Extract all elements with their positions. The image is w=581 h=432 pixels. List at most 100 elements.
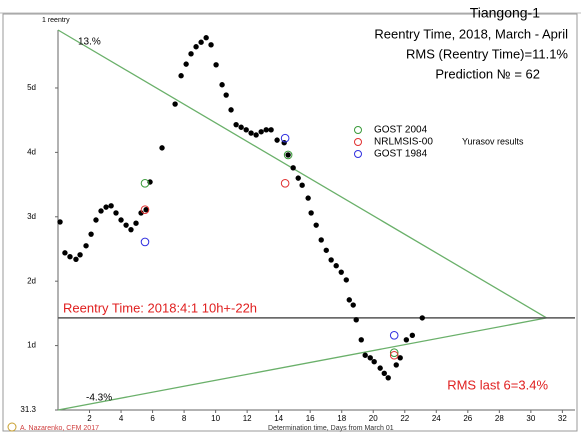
- legend-label: GOST 2004: [374, 125, 428, 136]
- subtitle: Prediction № = 62: [435, 66, 540, 81]
- x-tick-label: 24: [432, 414, 441, 423]
- data-point: [323, 247, 329, 253]
- data-point: [295, 175, 301, 181]
- x-tick-label: 12: [243, 414, 252, 423]
- bound-line: [57, 317, 547, 411]
- x-tick-label: 10: [211, 414, 220, 423]
- model-point: [280, 178, 290, 188]
- data-point: [193, 44, 199, 50]
- data-point: [308, 210, 314, 216]
- data-point: [353, 317, 359, 323]
- model-point: [140, 237, 150, 247]
- data-point: [371, 358, 377, 365]
- data-point: [233, 121, 239, 128]
- x-tick-label: 8: [182, 414, 187, 423]
- subtitle: Reentry Time, 2018, March - April: [374, 26, 568, 41]
- y-tick-label: 1d: [27, 341, 36, 350]
- y-tick-label: 31.3: [20, 405, 36, 414]
- data-point: [318, 237, 324, 243]
- legend-marker: [354, 126, 362, 134]
- data-point: [213, 62, 219, 68]
- data-point: [419, 315, 425, 321]
- data-point: [290, 165, 296, 171]
- x-tick-label: 14: [274, 414, 283, 423]
- chart-title: Tiangong-1: [470, 5, 541, 21]
- model-point: [280, 133, 290, 143]
- data-point: [123, 222, 129, 228]
- data-point: [143, 206, 149, 213]
- bound-label: -4.3%: [86, 393, 112, 404]
- data-point: [268, 127, 274, 133]
- x-tick-label: 16: [306, 414, 315, 423]
- data-point: [397, 355, 403, 361]
- data-point: [178, 73, 184, 79]
- y-tick-label: 3d: [27, 212, 36, 221]
- data-point: [208, 42, 214, 48]
- legend-marker: [354, 150, 362, 158]
- model-point: [140, 178, 150, 188]
- data-point: [385, 375, 391, 381]
- x-tick-label: 22: [400, 414, 409, 423]
- data-point: [159, 145, 165, 151]
- data-point: [88, 231, 94, 237]
- data-point: [377, 365, 383, 371]
- data-point: [103, 204, 109, 210]
- x-axis-label: Determination time, Days from March 01: [268, 425, 394, 432]
- x-tick-label: 32: [558, 414, 567, 423]
- data-point: [333, 263, 339, 269]
- data-point: [133, 220, 139, 226]
- data-point: [299, 182, 305, 188]
- y-tick-label: 2d: [27, 276, 36, 285]
- model-point: [389, 350, 399, 360]
- data-point: [338, 269, 344, 275]
- data-point: [77, 252, 83, 258]
- data-point: [188, 51, 194, 57]
- bound-label: 13.%: [78, 37, 101, 48]
- x-tick-label: 20: [369, 414, 378, 423]
- data-point: [73, 256, 79, 262]
- bound-line: [57, 29, 547, 319]
- model-point: [389, 348, 399, 357]
- data-point: [409, 332, 416, 338]
- data-point: [367, 355, 373, 361]
- data-point: [238, 124, 244, 130]
- x-tick-label: 6: [150, 414, 155, 423]
- data-point: [362, 352, 368, 358]
- data-point: [198, 39, 204, 45]
- model-point: [389, 330, 399, 340]
- x-tick-label: 28: [495, 414, 504, 423]
- data-point: [328, 257, 334, 263]
- data-point: [343, 277, 349, 283]
- data-point: [118, 217, 124, 223]
- y-tick-label: 5d: [27, 83, 36, 92]
- data-point: [274, 137, 280, 143]
- x-tick-label: 4: [119, 414, 124, 423]
- frame: [2, 13, 578, 432]
- data-point: [57, 219, 63, 225]
- data-point: [93, 217, 99, 223]
- data-point: [67, 254, 73, 260]
- data-point: [350, 302, 356, 308]
- x-tick-label: 2: [87, 414, 92, 423]
- data-point: [243, 127, 249, 133]
- data-point: [393, 362, 399, 368]
- data-point: [346, 297, 352, 303]
- data-point: [83, 243, 89, 249]
- x-tick-label: 26: [463, 414, 472, 423]
- data-point: [128, 226, 134, 233]
- data-point: [253, 132, 259, 138]
- credit-icon: [7, 422, 17, 432]
- model-point: [283, 150, 293, 160]
- legend-label: GOST 1984: [374, 149, 428, 160]
- data-point: [172, 101, 178, 107]
- data-point: [223, 92, 229, 98]
- data-point: [108, 203, 114, 209]
- legend-note: Yurasov results: [462, 136, 524, 146]
- data-point: [305, 195, 311, 201]
- subtitle: RMS (Reentry Time)=11.1%: [406, 46, 568, 61]
- model-point: [140, 205, 150, 214]
- data-point: [313, 222, 319, 228]
- y-axis-label: 1 reentry: [42, 17, 70, 24]
- rms-note: RMS last 6=3.4%: [447, 377, 548, 392]
